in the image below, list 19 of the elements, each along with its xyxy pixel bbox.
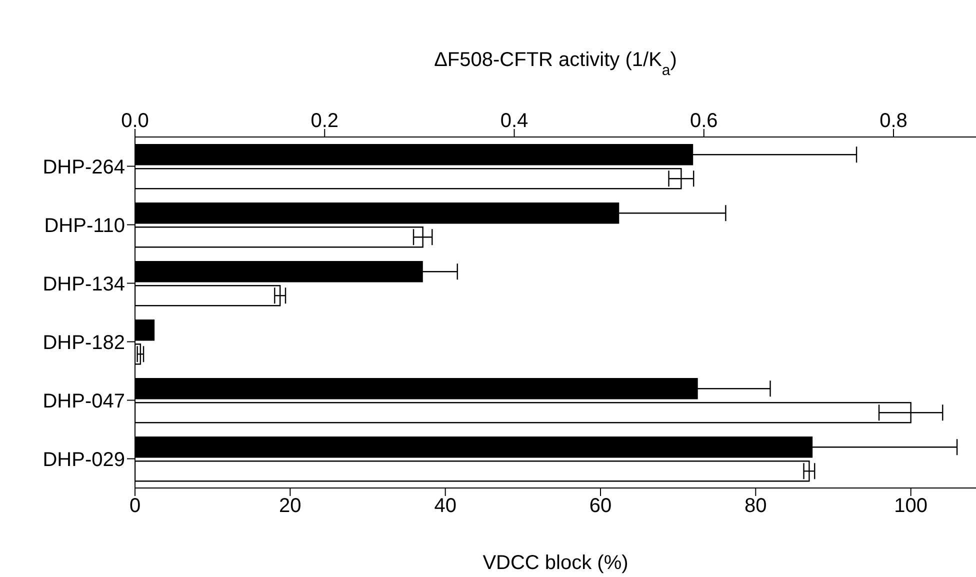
x-tick-label: 100 (894, 495, 928, 518)
y-tick-label: DHP-134 (42, 273, 125, 296)
x2-axis-title: ΔF508-CFTR activity (1/K$_{a}$) (434, 49, 677, 78)
x2-tick-label: 0.0 (121, 110, 149, 132)
y-tick-label: DHP-110 (44, 214, 125, 237)
y-tick-label: DHP-029 (42, 448, 125, 471)
x-tick-label: 60 (589, 495, 612, 518)
x-tick-label: 20 (279, 495, 302, 518)
x-tick-label: 80 (744, 495, 767, 518)
y-tick-label: DHP-182 (42, 332, 125, 354)
x2-tick-label: 0.4 (500, 110, 528, 132)
x2-tick-label: 0.8 (880, 110, 908, 132)
y-tick-label: DHP-047 (42, 390, 125, 412)
x-tick-label: 0 (129, 495, 141, 518)
y-tick-label: DHP-264 (42, 156, 125, 178)
x2-tick-label: 0.6 (690, 110, 718, 132)
x2-tick-label: 0.2 (310, 110, 339, 132)
x-tick-label: 40 (434, 495, 456, 518)
x-axis-title: VDCC block (%) (482, 552, 628, 574)
